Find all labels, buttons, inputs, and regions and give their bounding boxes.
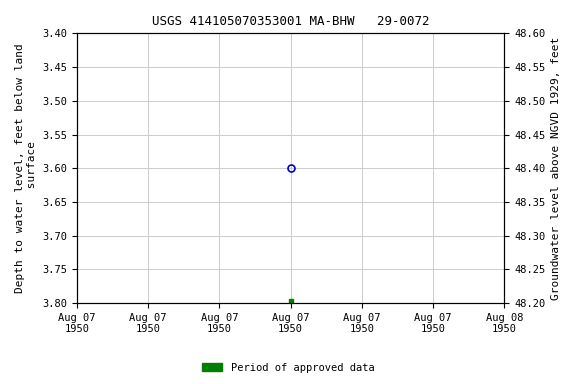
Legend: Period of approved data: Period of approved data (198, 359, 378, 377)
Y-axis label: Groundwater level above NGVD 1929, feet: Groundwater level above NGVD 1929, feet (551, 36, 561, 300)
Title: USGS 414105070353001 MA-BHW   29-0072: USGS 414105070353001 MA-BHW 29-0072 (152, 15, 430, 28)
Y-axis label: Depth to water level, feet below land
 surface: Depth to water level, feet below land su… (15, 43, 37, 293)
